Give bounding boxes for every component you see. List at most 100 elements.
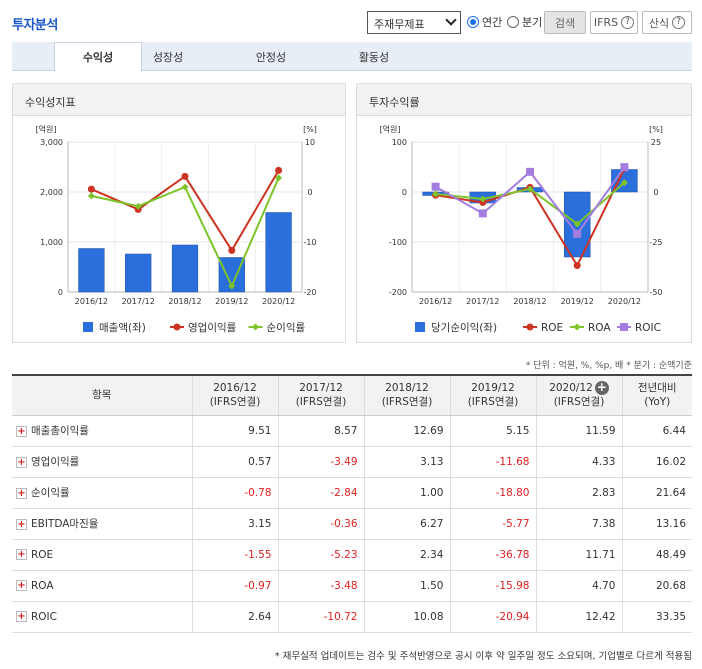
expand-row-icon[interactable]: + bbox=[16, 580, 27, 591]
search-button[interactable]: 검색 bbox=[544, 11, 586, 34]
statement-type-select[interactable]: 주재무제표 bbox=[367, 11, 461, 34]
row-label-cell[interactable]: + 순이익률 bbox=[12, 477, 192, 509]
row-label-cell[interactable]: + ROIC bbox=[12, 601, 192, 633]
value-cell: 10.08 bbox=[363, 601, 450, 633]
y-right-unit: [%] bbox=[649, 125, 663, 134]
profitability-chart: [억원] [%] 3,000 2,000 1,000 0 10 0 -10 -20 2016/12 2… bbox=[36, 124, 317, 334]
table-header: 항목 2016/12 (IFRS연결) 2017/12 (IFRS연결) 2018/… bbox=[12, 375, 692, 416]
value-cell: -3.49 bbox=[277, 446, 364, 478]
financial-table: 항목 2016/12 (IFRS연결) 2017/12 (IFRS연결) 2018/… bbox=[12, 374, 692, 633]
expand-row-icon[interactable]: + bbox=[16, 456, 27, 468]
x-tick: 2019/12 bbox=[561, 297, 594, 306]
return-chart-panel: 투자수익률 [억원] [%] 100 0 -100 -200 25 0 -25 -50 2016/1… bbox=[356, 83, 692, 343]
x-tick: 2016/12 bbox=[419, 297, 452, 306]
radio-quarter[interactable]: 분기 bbox=[507, 15, 542, 29]
x-tick: 2016/12 bbox=[75, 297, 108, 306]
chart-title: 투자수익률 bbox=[357, 84, 691, 116]
y-right-tick: 25 bbox=[651, 138, 661, 147]
value-cell: -0.97 bbox=[191, 570, 278, 602]
value-cell: -3.48 bbox=[277, 570, 364, 602]
formula-help-button[interactable]: 산식 ? bbox=[642, 11, 692, 34]
ifrs-label: IFRS bbox=[593, 16, 619, 29]
yoy-cell: 6.44 bbox=[621, 415, 692, 447]
col-item: 항목 bbox=[12, 375, 192, 416]
value-cell: 1.50 bbox=[363, 570, 450, 602]
y-right-unit: [%] bbox=[303, 125, 317, 134]
data-point bbox=[87, 185, 95, 193]
table-row: + 영업이익률 0.57 -3.49 3.13 -11.68 4.33 16.02 bbox=[12, 446, 692, 478]
y-left-tick: -200 bbox=[389, 288, 407, 297]
value-cell: 2.83 bbox=[535, 477, 622, 509]
value-cell: 3.15 bbox=[191, 508, 278, 540]
x-tick: 2017/12 bbox=[466, 297, 499, 306]
value-cell: -1.55 bbox=[191, 539, 278, 571]
value-cell: 2.64 bbox=[191, 601, 278, 633]
row-label-cell[interactable]: + 매출총이익률 bbox=[12, 415, 192, 447]
value-cell: 4.33 bbox=[535, 446, 622, 478]
y-right-tick: 0 bbox=[307, 188, 312, 197]
expand-row-icon[interactable]: + bbox=[16, 611, 27, 622]
value-cell: 9.51 bbox=[191, 415, 278, 447]
tab-stability[interactable]: 안정성 bbox=[255, 50, 287, 64]
row-label-cell[interactable]: + 영업이익률 bbox=[12, 446, 192, 478]
expand-row-icon[interactable]: + bbox=[16, 549, 27, 560]
legend-swatch bbox=[83, 322, 93, 332]
table-row: + 순이익률 -0.78 -2.84 1.00 -18.80 2.83 21.64 bbox=[12, 477, 692, 509]
col-year: 2017/12 (IFRS연결) bbox=[277, 375, 364, 416]
x-tick: 2018/12 bbox=[168, 297, 201, 306]
legend-marker bbox=[526, 323, 534, 331]
y-right-tick: 0 bbox=[653, 188, 658, 197]
ifrs-help-button[interactable]: IFRS ? bbox=[590, 11, 638, 34]
data-point bbox=[620, 179, 628, 187]
expand-row-icon[interactable]: + bbox=[16, 518, 27, 530]
formula-label: 산식 bbox=[648, 16, 670, 30]
y-left-tick: 1,000 bbox=[40, 238, 63, 247]
table-row: + ROE -1.55 -5.23 2.34 -36.78 11.71 48.49 bbox=[12, 539, 692, 571]
y-left-tick: 0 bbox=[402, 188, 407, 197]
tab-growth[interactable]: 성장성 bbox=[152, 50, 184, 64]
legend-label: 당기순이익(좌) bbox=[431, 322, 497, 334]
radio-checked-icon bbox=[467, 16, 479, 28]
data-point bbox=[275, 166, 283, 174]
x-tick: 2018/12 bbox=[513, 297, 546, 306]
expand-columns-icon[interactable]: + bbox=[594, 380, 609, 396]
value-cell: 1.00 bbox=[363, 477, 450, 509]
data-point bbox=[526, 185, 534, 193]
row-label-cell[interactable]: + EBITDA마진율 bbox=[12, 508, 192, 540]
value-cell: -20.94 bbox=[449, 601, 536, 633]
value-cell: -5.23 bbox=[277, 539, 364, 571]
legend-label: ROIC bbox=[635, 322, 661, 334]
yoy-cell: 33.35 bbox=[621, 601, 692, 633]
tab-profitability[interactable]: 수익성 bbox=[54, 42, 142, 72]
table-row: + 매출총이익률 9.51 8.57 12.69 5.15 11.59 6.44 bbox=[12, 415, 692, 447]
y-left-tick: 3,000 bbox=[40, 138, 63, 147]
row-label: 순이익률 bbox=[31, 487, 70, 499]
value-cell: 8.57 bbox=[277, 415, 364, 447]
value-cell: 0.57 bbox=[191, 446, 278, 478]
series-line bbox=[91, 169, 280, 253]
row-label: ROA bbox=[31, 579, 54, 592]
radio-annual[interactable]: 연간 bbox=[467, 15, 502, 29]
col-year: 2018/12 (IFRS연결) bbox=[363, 375, 450, 416]
value-cell: 11.59 bbox=[535, 415, 622, 447]
tab-activity[interactable]: 활동성 bbox=[358, 50, 390, 64]
expand-row-icon[interactable]: + bbox=[16, 425, 27, 437]
profitability-chart-panel: 수익성지표 [억원] [%] 3,000 2,000 1,000 0 10 0 -10 -20 20… bbox=[12, 83, 346, 343]
expand-row-icon[interactable]: + bbox=[16, 487, 27, 499]
value-cell: -18.80 bbox=[449, 477, 536, 509]
y-right-tick: 10 bbox=[305, 138, 315, 147]
bar bbox=[125, 253, 152, 293]
legend-label: 순이익률 bbox=[267, 322, 306, 334]
data-point bbox=[181, 183, 189, 191]
data-point bbox=[228, 282, 236, 290]
y-left-tick: 100 bbox=[392, 138, 407, 147]
row-label-cell[interactable]: + ROE bbox=[12, 539, 192, 571]
value-cell: -0.36 bbox=[277, 508, 364, 540]
y-left-unit: [억원] bbox=[380, 124, 401, 134]
series-line bbox=[435, 168, 626, 268]
bar bbox=[171, 244, 199, 293]
data-point bbox=[573, 262, 581, 270]
analysis-tabs: 수익성 성장성 안정성 활동성 bbox=[12, 42, 692, 72]
table-row: + ROA -0.97 -3.48 1.50 -15.98 4.70 20.68 bbox=[12, 570, 692, 602]
row-label-cell[interactable]: + ROA bbox=[12, 570, 192, 602]
